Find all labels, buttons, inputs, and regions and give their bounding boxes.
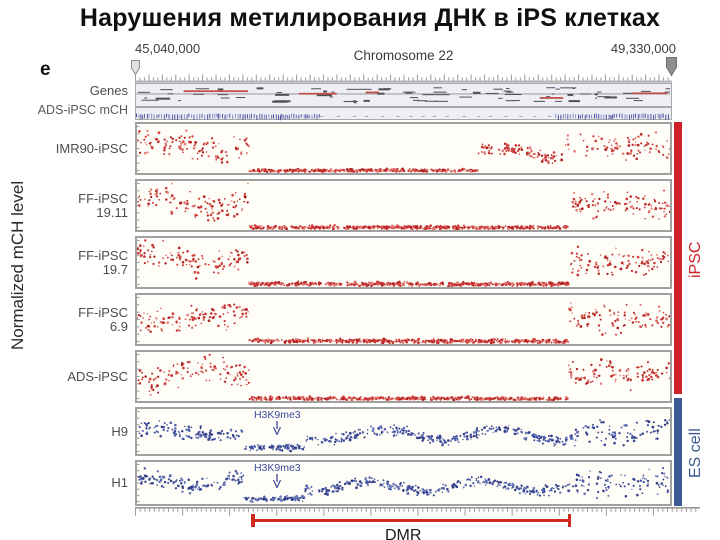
h3k9me3-label: H3K9me3 (253, 462, 301, 474)
top-ruler (135, 70, 673, 83)
track-ff-ipsc-6-9 (135, 293, 672, 346)
track-label-line: FF-iPSC (78, 190, 128, 206)
genes-track-label: Genes (89, 83, 128, 98)
bottom-ruler (135, 504, 701, 516)
es-group-label: ES cell (687, 428, 704, 478)
h3k9me3-arrow-icon (272, 474, 282, 493)
track-label-ff-ipsc-19-11: FF-iPSC 19.11 (0, 190, 128, 220)
dmr-bracket (251, 519, 571, 522)
track-label-h9: H9 (0, 423, 128, 439)
track-h1 (135, 460, 672, 506)
dmr-label: DMR (385, 527, 422, 540)
h3k9me3-arrow-icon (272, 421, 282, 440)
end-marker-pin-icon (666, 57, 677, 81)
track-label-ads-ipsc: ADS-iPSC (0, 368, 128, 384)
es-group-bar (674, 398, 682, 506)
track-label-line: H9 (111, 423, 128, 439)
ipsc-group-bar (674, 122, 682, 394)
genes-track (135, 83, 675, 107)
track-label-line: FF-iPSC (78, 247, 128, 263)
track-ads-ipsc (135, 350, 672, 403)
track-label-h1: H1 (0, 476, 128, 490)
dmr-bracket-right-cap (567, 514, 571, 527)
track-label-line: 6.9 (109, 318, 128, 334)
ipsc-group-label: iPSC (687, 241, 704, 279)
track-label-ff-ipsc-19-7: FF-iPSC 19.7 (0, 247, 128, 277)
track-ff-ipsc-19-7 (135, 236, 672, 289)
track-label-line: IMR90-iPSC (55, 140, 128, 156)
coord-start: 45,040,000 (135, 41, 201, 56)
track-label-line: FF-iPSC (78, 304, 128, 320)
track-label-line: 19.11 (96, 204, 128, 220)
h3k9me3-label: H3K9me3 (253, 409, 301, 421)
track-label-ff-ipsc-6-9: FF-iPSC 6.9 (0, 304, 128, 334)
start-marker-pin-icon (131, 60, 140, 80)
track-h9 (135, 407, 672, 456)
track-label-line: ADS-iPSC (67, 368, 128, 384)
track-ff-ipsc-19-11 (135, 179, 672, 232)
track-imr90-ipsc (135, 122, 672, 175)
track-label-line: H1 (111, 475, 128, 490)
track-label-imr90-ipsc: IMR90-iPSC (0, 140, 128, 156)
slide-title: Нарушения метилирования ДНК в iPS клетка… (79, 4, 661, 32)
mch-density-track (135, 107, 672, 121)
coord-end: 49,330,000 (610, 41, 676, 56)
mch-track-label: ADS-iPSC mCH (37, 103, 128, 117)
dmr-bracket-left-cap (251, 514, 255, 527)
panel-label: e (40, 59, 51, 80)
track-label-line: 19.7 (102, 261, 128, 277)
chromosome-label: Chromosome 22 (353, 48, 454, 63)
